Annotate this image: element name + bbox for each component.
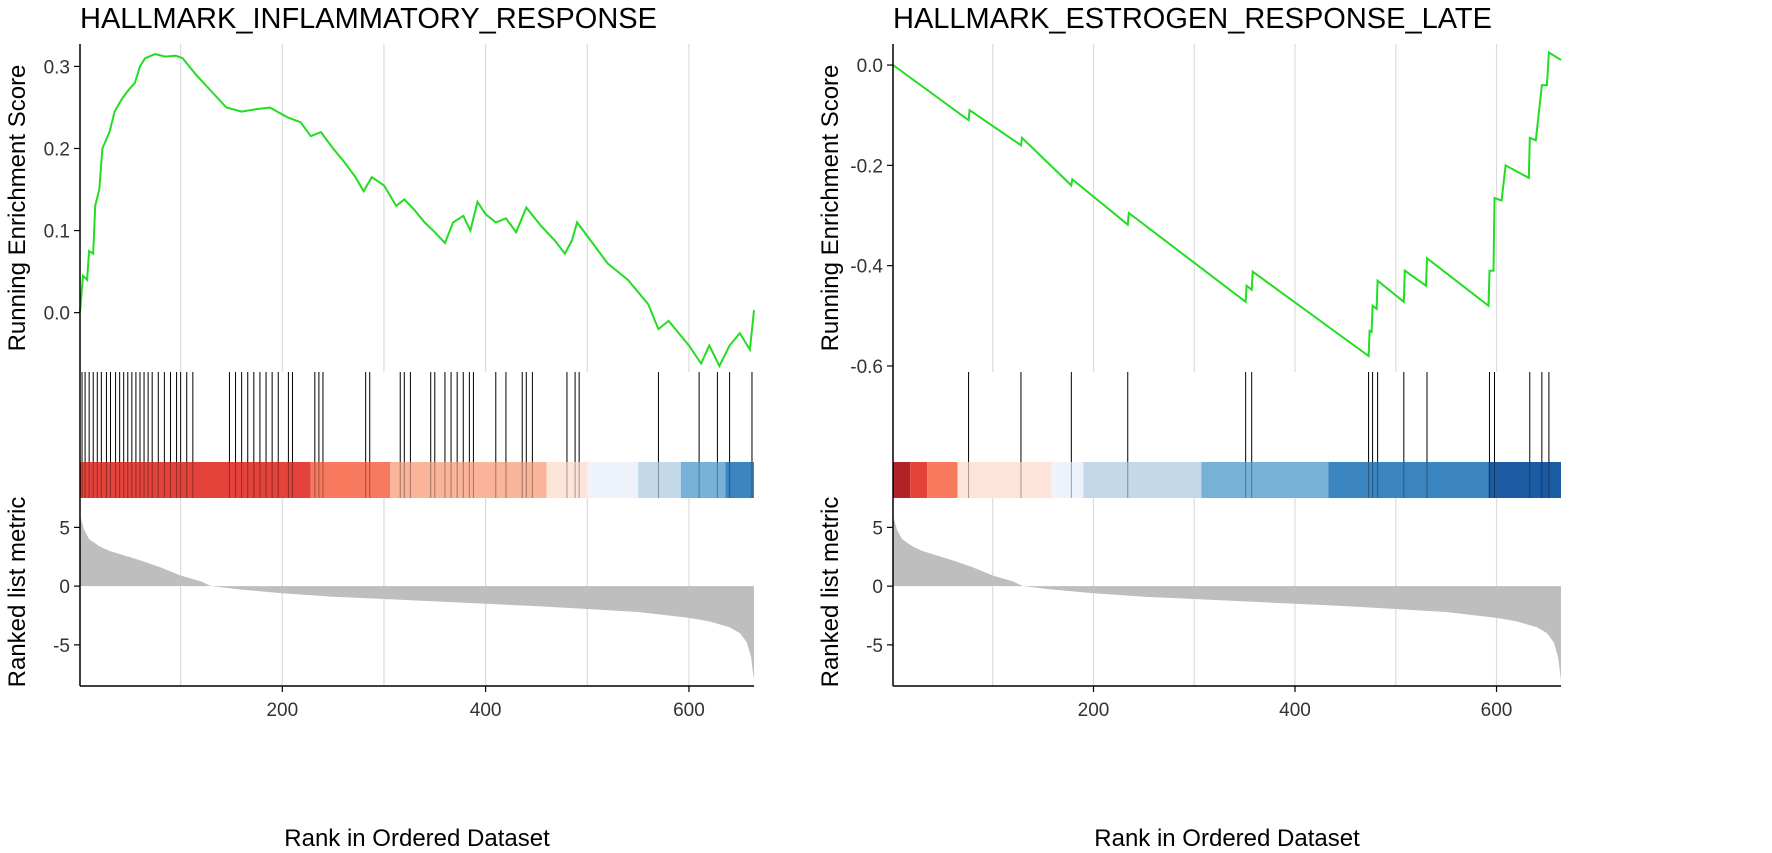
es-tick-label: 0.3 <box>44 57 70 78</box>
rank-color-band <box>1328 462 1489 498</box>
metric-tick-label: 5 <box>872 518 883 539</box>
x-tick-label: 200 <box>266 700 298 721</box>
es-tick-label: 0.0 <box>857 56 883 77</box>
rank-color-band <box>725 462 754 498</box>
rank-color-band <box>546 462 588 498</box>
es-tick-label: -0.2 <box>850 156 883 177</box>
x-tick-label: 600 <box>673 700 705 721</box>
rank-color-band <box>1488 462 1561 498</box>
metric-tick-label: -5 <box>53 636 70 657</box>
running-enrichment-score-line <box>892 50 1562 358</box>
es-tick-label: -0.6 <box>850 357 883 378</box>
running-enrichment-score-line <box>79 53 755 369</box>
es-tick-label: -0.4 <box>850 257 883 278</box>
metric-tick-label: -5 <box>866 636 883 657</box>
es-tick-label: 0.0 <box>44 304 70 325</box>
rank-color-band <box>1083 462 1202 498</box>
es-tick-label: 0.2 <box>44 139 70 160</box>
metric-tick-label: 0 <box>59 577 70 598</box>
rank-color-band <box>390 462 547 498</box>
rank-color-band <box>957 462 1052 498</box>
rank-color-band <box>910 462 928 498</box>
metric-tick-label: 5 <box>59 518 70 539</box>
rank-color-band <box>310 462 391 498</box>
x-tick-label: 400 <box>1279 700 1311 721</box>
x-axis-label: Rank in Ordered Dataset <box>284 825 550 852</box>
es-y-axis-label: Running Enrichment Score <box>817 65 844 352</box>
x-tick-label: 600 <box>1481 700 1513 721</box>
gsea-panel-estrogen-response-late: HALLMARK_ESTROGEN_RESPONSE_LATE 0.0 -0.2 -0… <box>817 3 1562 852</box>
chart-title: HALLMARK_ESTROGEN_RESPONSE_LATE <box>893 3 1492 35</box>
es-y-axis-label: Running Enrichment Score <box>4 65 31 352</box>
ranked-list-metric-area <box>893 515 1561 681</box>
x-tick-label: 200 <box>1078 700 1110 721</box>
rank-color-band <box>927 462 958 498</box>
rank-color-band <box>1201 462 1329 498</box>
metric-y-axis-label: Ranked list metric <box>4 497 31 688</box>
x-tick-label: 400 <box>470 700 502 721</box>
rank-color-band <box>893 462 911 498</box>
gsea-panel-inflammatory-response: HALLMARK_INFLAMMATORY_RESPONSE 0.0 0.1 0.2 0… <box>4 3 755 852</box>
chart-title: HALLMARK_INFLAMMATORY_RESPONSE <box>80 3 657 35</box>
rank-color-band <box>1051 462 1084 498</box>
rank-color-band <box>80 462 311 498</box>
rank-color-band <box>587 462 639 498</box>
metric-y-axis-label: Ranked list metric <box>817 497 844 688</box>
es-tick-label: 0.1 <box>44 222 70 243</box>
x-axis-label: Rank in Ordered Dataset <box>1094 825 1360 852</box>
rank-color-band <box>680 462 726 498</box>
metric-tick-label: 0 <box>872 577 883 598</box>
ranked-list-metric-area <box>80 515 754 681</box>
rank-color-band <box>638 462 681 498</box>
